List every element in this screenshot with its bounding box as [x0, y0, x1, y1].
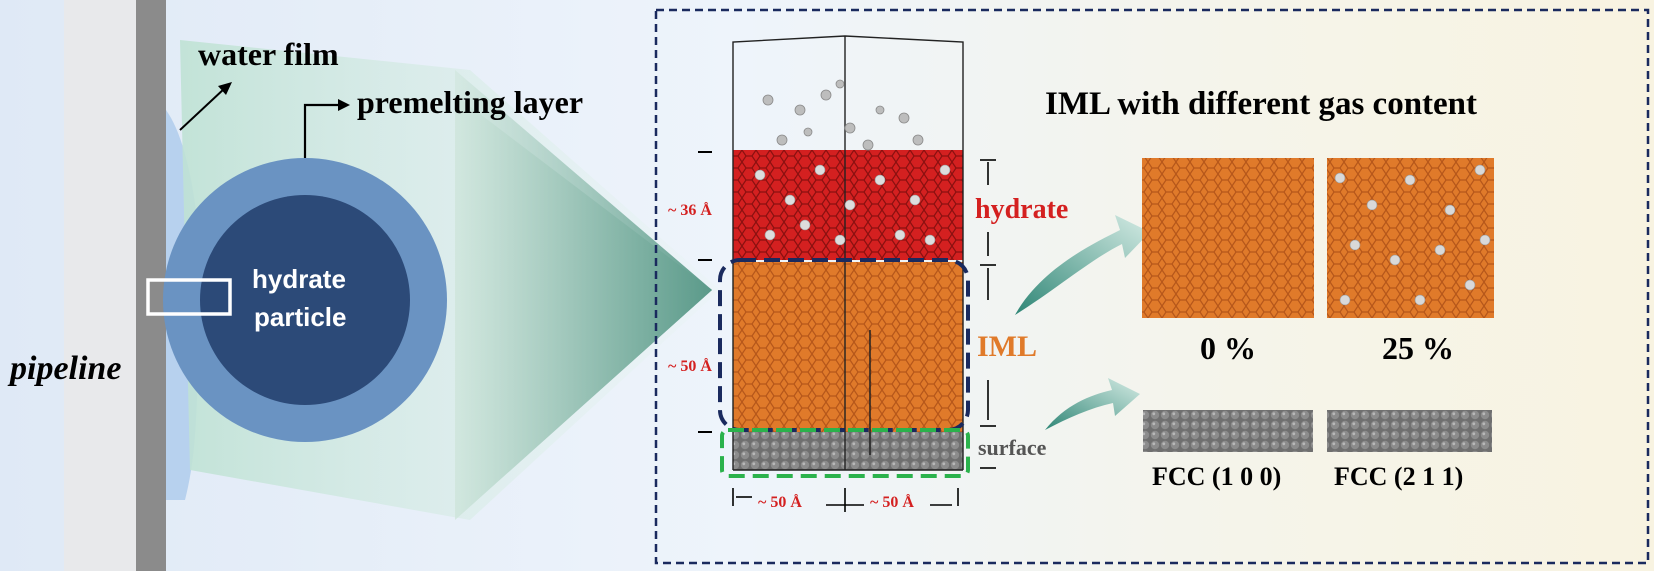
pipeline-wall — [136, 0, 166, 571]
simulation-panel-border — [654, 8, 1650, 565]
surface-layer — [733, 432, 963, 470]
premelting-arrow — [303, 103, 340, 158]
contact-region-box — [146, 278, 232, 316]
curved-arrow-iml — [1015, 215, 1150, 315]
iml-snapshot-0 — [1142, 158, 1314, 318]
right-brackets — [980, 159, 996, 469]
width-dimension — [732, 488, 959, 512]
results-title: IML with different gas content — [1045, 86, 1478, 122]
particle-label-line1: hydrate — [252, 264, 346, 294]
width-left-label: ~ 50 Å — [758, 494, 802, 511]
gas-25-label: 25 % — [1382, 330, 1454, 366]
water-film-label: water film — [198, 36, 339, 72]
premelting-label: premelting layer — [357, 84, 584, 120]
fcc-211-label: FCC (2 1 1) — [1334, 462, 1464, 491]
fcc-100-label: FCC (1 0 0) — [1152, 462, 1282, 491]
hydrate-thickness-label: ~ 36 Å — [668, 202, 712, 219]
fcc-211-snapshot — [1327, 410, 1492, 452]
pipeline-label: pipeline — [10, 350, 122, 387]
iml-layer — [733, 262, 963, 432]
hydrate-particle-core — [200, 195, 410, 405]
zoom-arrow-head — [455, 70, 712, 520]
left-ticks — [698, 151, 712, 433]
simulation-box — [732, 35, 964, 471]
pipeline-inner — [64, 0, 136, 571]
surface-label: surface — [978, 435, 1047, 460]
water-film-arrowhead — [218, 82, 232, 95]
particle-label-line2: particle — [254, 302, 347, 332]
water-film-arrow — [179, 87, 226, 131]
curved-arrow-surface — [1045, 378, 1140, 430]
gas-molecules — [762, 79, 924, 151]
premelting-arrowhead — [338, 99, 350, 111]
iml-highlight — [718, 258, 970, 432]
hydrate-label: hydrate — [975, 194, 1069, 225]
fcc-100-snapshot — [1143, 410, 1313, 452]
snapshot-gas-molecules — [1334, 164, 1491, 306]
gas-0-label: 0 % — [1200, 330, 1256, 366]
iml-label: IML — [977, 330, 1037, 363]
width-right-label: ~ 50 Å — [870, 494, 914, 511]
hydrate-guests — [754, 164, 951, 246]
iml-thickness-label: ~ 50 Å — [668, 358, 712, 375]
